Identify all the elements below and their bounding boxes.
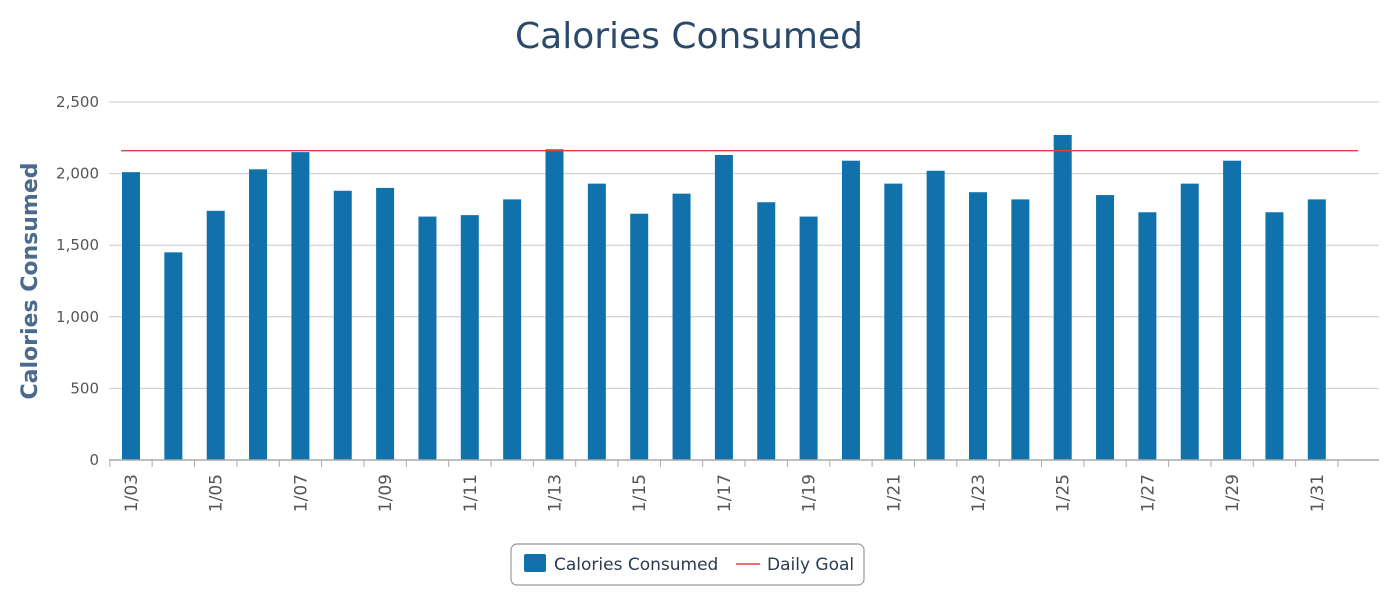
bar <box>1223 160 1242 460</box>
y-tick-label: 1,500 <box>56 236 99 254</box>
x-axis: 1/03 1/05 1/07 1/09 1/11 1/13 1/15 1/17 1/19 1/21… <box>109 459 1379 512</box>
legend-label-daily-goal[interactable]: Daily Goal <box>767 555 854 575</box>
x-tick-label: 1/21 <box>884 474 904 512</box>
x-tick-label: 1/27 <box>1138 474 1158 512</box>
x-tick-label: 1/29 <box>1223 474 1243 512</box>
bar <box>672 193 691 460</box>
bar <box>1180 183 1199 460</box>
gridlines: 0 500 1,000 1,500 2,000 2,500 <box>56 93 1379 469</box>
y-tick-label: 2,500 <box>56 93 99 111</box>
bar <box>206 210 225 460</box>
x-tick-label: 1/15 <box>630 474 650 512</box>
x-tick-label: 1/19 <box>800 474 820 512</box>
bar <box>460 215 479 460</box>
y-tick-label: 2,000 <box>56 165 99 183</box>
x-tick-label: 1/13 <box>546 474 566 512</box>
bar <box>249 169 268 460</box>
x-tick-label: 1/23 <box>969 474 989 512</box>
y-tick-label: 500 <box>70 379 99 397</box>
legend-label-calories[interactable]: Calories Consumed <box>554 555 718 575</box>
bar <box>122 172 140 460</box>
y-tick-label: 1,000 <box>56 308 99 326</box>
bar <box>969 192 987 460</box>
x-tick-label: 1/11 <box>461 474 481 512</box>
bar <box>884 183 903 460</box>
bar <box>714 154 733 460</box>
bar <box>841 160 860 460</box>
legend-swatch-calories <box>524 554 546 572</box>
bar <box>503 199 522 460</box>
bar <box>376 187 395 461</box>
bars <box>122 134 1326 461</box>
x-tick-label: 1/31 <box>1308 474 1328 512</box>
y-axis-title: Calories Consumed <box>18 163 43 400</box>
bar <box>291 152 310 460</box>
bar <box>630 213 649 460</box>
bar <box>757 202 776 461</box>
x-tick-label: 1/25 <box>1054 474 1074 512</box>
x-tick-label: 1/03 <box>122 474 142 512</box>
x-tick-label: 1/17 <box>715 474 735 512</box>
bar <box>1265 212 1284 460</box>
bar <box>799 216 818 460</box>
bar <box>164 252 183 460</box>
x-tick-label: 1/05 <box>207 474 227 512</box>
y-tick-label: 0 <box>89 451 99 469</box>
x-tick-label: 1/09 <box>376 474 396 512</box>
bar <box>926 170 945 460</box>
bar <box>1096 195 1115 460</box>
legend[interactable]: Calories Consumed Daily Goal <box>510 543 865 586</box>
x-tick-label: 1/07 <box>291 474 311 512</box>
bar <box>1138 212 1157 460</box>
bar <box>545 149 564 461</box>
bar <box>1307 199 1326 460</box>
legend-box <box>510 543 865 586</box>
bar <box>333 190 352 460</box>
bar <box>587 183 606 460</box>
bar <box>1053 134 1072 460</box>
bar <box>418 216 437 460</box>
chart-title: Calories Consumed <box>515 16 863 57</box>
bar <box>1011 199 1030 460</box>
